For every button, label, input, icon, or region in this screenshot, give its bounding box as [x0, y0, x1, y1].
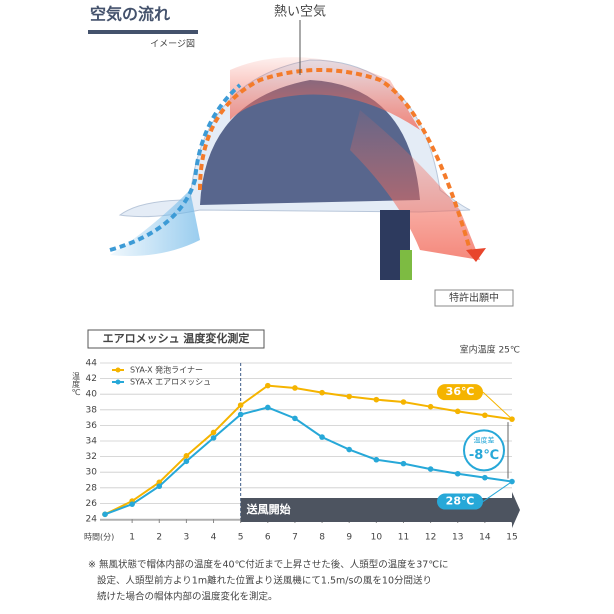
point: [292, 385, 298, 391]
y-tick-label: 36: [86, 421, 98, 431]
x-tick-label: 15: [506, 533, 517, 543]
legend-dot: [115, 379, 121, 385]
illustration-title: 空気の流れ: [90, 5, 170, 24]
point: [373, 396, 380, 403]
end-label: 36℃: [446, 385, 475, 398]
diff-title: 温度差: [474, 435, 495, 444]
x-tick-label: 8: [319, 533, 325, 543]
point: [210, 429, 217, 436]
x-tick-label: 13: [452, 533, 463, 543]
legend-label: SYA-X 発泡ライナー: [130, 365, 203, 375]
point: [129, 501, 135, 507]
room-temp: 室内温度 25℃: [460, 344, 520, 356]
point: [346, 446, 353, 453]
x-axis-label: 時間(分): [84, 533, 114, 542]
diff-value: -8℃: [469, 448, 499, 463]
x-tick-label: 6: [265, 533, 271, 543]
legend-dot: [115, 367, 121, 373]
end-connector: [482, 391, 513, 420]
x-tick-label: 14: [479, 533, 491, 543]
point: [183, 458, 190, 465]
title-rule: [88, 30, 198, 34]
point: [183, 453, 190, 459]
point: [427, 466, 434, 472]
x-tick-label: 7: [292, 533, 298, 543]
y-tick-label: 44: [86, 359, 98, 369]
chart-title: エアロメッシュ 温度変化測定: [103, 331, 250, 345]
note-line: 設定、人頭型前方より1m離れた位置より送風機にて1.5m/sの風を10分間送り: [97, 575, 432, 587]
x-tick-label: 12: [425, 533, 436, 543]
y-tick-label: 42: [86, 374, 97, 384]
series-line: [104, 406, 513, 516]
point: [400, 460, 407, 467]
point: [454, 408, 461, 415]
y-axis-label: 温度℃: [71, 372, 81, 397]
x-tick-label: 1: [129, 533, 135, 543]
start-label: 送風開始: [246, 502, 291, 516]
point: [400, 399, 407, 405]
patent-label: 特許出願中: [449, 291, 499, 304]
x-tick-label: 9: [346, 533, 352, 543]
point: [265, 382, 271, 389]
point: [427, 403, 434, 410]
point: [237, 411, 244, 418]
point: [265, 404, 271, 411]
y-tick-label: 40: [86, 390, 98, 400]
point: [482, 412, 488, 419]
legend-label: SYA-X エアロメッシュ: [130, 378, 211, 387]
point: [292, 415, 298, 422]
y-tick-label: 34: [86, 437, 98, 447]
illustration-subtitle: イメージ図: [150, 39, 195, 50]
end-connector: [482, 481, 513, 502]
y-tick-label: 28: [86, 483, 98, 493]
y-tick-label: 38: [86, 405, 98, 415]
helmet-illustration: [88, 20, 486, 280]
x-tick-label: 10: [371, 533, 383, 543]
y-tick-label: 24: [86, 515, 98, 525]
x-tick-label: 5: [238, 533, 244, 543]
patent-box: [434, 289, 514, 307]
end-label-box: [437, 384, 483, 401]
point: [482, 474, 488, 481]
hot-air-label: 熱い空気: [274, 4, 326, 20]
x-tick-label: 11: [398, 533, 409, 543]
point: [237, 402, 244, 408]
point: [319, 434, 325, 440]
point: [373, 456, 380, 463]
point: [102, 511, 108, 518]
note-line: ※ 無風状態で帽体内部の温度を40℃付近まで上昇させた後、人頭型の温度を37℃に: [88, 559, 449, 571]
point: [210, 435, 217, 441]
x-tick-label: 4: [211, 533, 217, 543]
x-tick-label: 2: [156, 533, 162, 543]
end-label: 28℃: [446, 495, 475, 508]
point: [346, 393, 353, 400]
y-tick-label: 32: [86, 452, 97, 462]
point: [454, 470, 461, 477]
point: [319, 389, 325, 396]
chart-title-box: [87, 329, 265, 349]
diff-circle: [463, 429, 505, 472]
end-label-box: [437, 493, 483, 510]
note-line: 続けた場合の帽体内部の温度変化を測定。: [97, 591, 278, 603]
y-tick-label: 30: [86, 468, 98, 478]
y-tick-label: 26: [86, 499, 98, 509]
point: [156, 483, 163, 490]
x-tick-label: 3: [184, 533, 190, 543]
series-line: [104, 384, 513, 516]
